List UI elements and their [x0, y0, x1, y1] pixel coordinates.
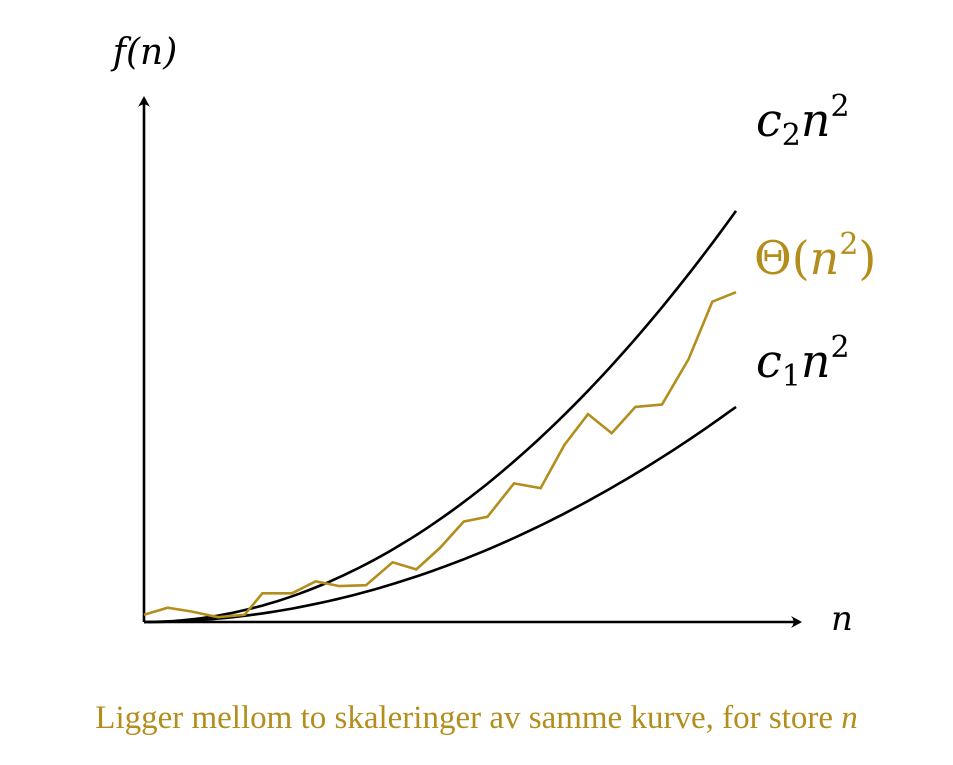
- label-c1n2-exp: 2: [831, 330, 850, 365]
- label-c2n2-var: n: [801, 93, 831, 147]
- label-theta-var: n: [810, 231, 840, 285]
- label-c1n2: c1n2: [756, 330, 850, 394]
- label-theta-symbol: Θ: [754, 231, 792, 285]
- label-theta-close-paren: ): [858, 231, 876, 285]
- caption-variable: n: [841, 700, 858, 736]
- label-c1n2-var: n: [801, 334, 831, 388]
- label-theta-n2: Θ(n2): [754, 227, 876, 285]
- label-theta-open-paren: (: [792, 231, 810, 285]
- label-c2n2: c2n2: [756, 89, 850, 153]
- label-c2n2-exp: 2: [831, 89, 850, 124]
- label-c2n2-coef: c: [756, 93, 782, 147]
- series-line-c1n2: [144, 405, 737, 624]
- label-theta-exp: 2: [839, 227, 858, 262]
- series-line-theta-n2: [143, 290, 737, 619]
- caption-text: Ligger mellom to skaleringer av samme ku…: [95, 700, 842, 736]
- caption: Ligger mellom to skaleringer av samme ku…: [0, 700, 953, 737]
- label-c1n2-coef: c: [756, 334, 782, 388]
- label-c1n2-sub: 1: [782, 359, 801, 394]
- series-line-c2n2: [143, 210, 738, 624]
- y-axis-label: f(n): [110, 32, 178, 73]
- label-c2n2-sub: 2: [782, 118, 801, 153]
- x-axis-label: n: [831, 599, 853, 639]
